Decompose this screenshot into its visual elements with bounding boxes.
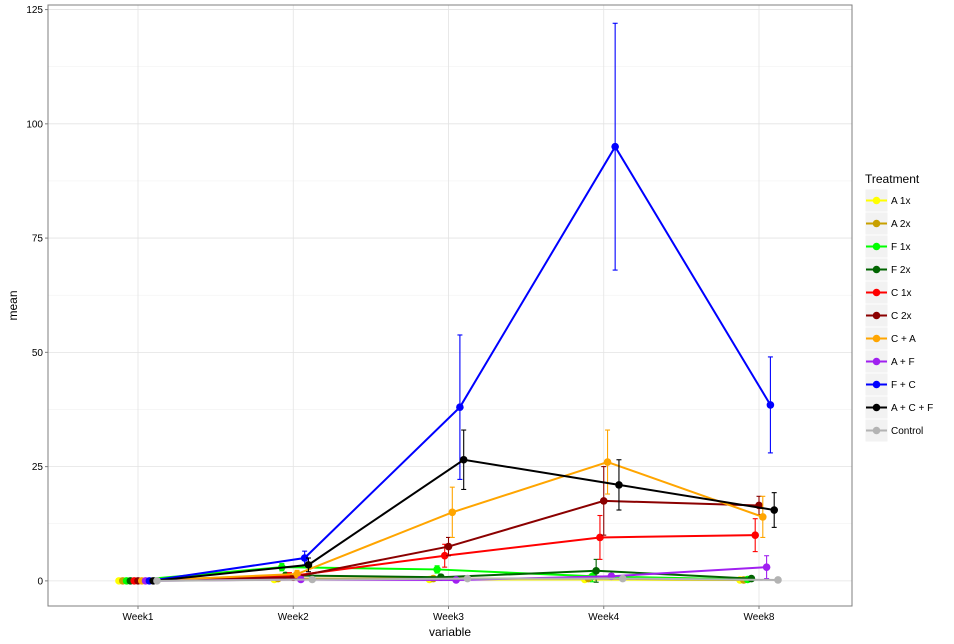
y-tick-label: 0: [37, 576, 43, 587]
legend-key-point: [872, 219, 881, 228]
data-point: [456, 403, 464, 411]
x-axis-ticks: Week1 Week2 Week3 Week4 Week8: [123, 606, 775, 623]
data-point: [603, 458, 612, 466]
y-tick-label: 75: [32, 234, 44, 245]
data-point: [308, 575, 317, 584]
x-tick-label: Week3: [433, 612, 464, 623]
legend-label: A 1x: [891, 196, 910, 207]
plot-panel-border: [47, 4, 853, 607]
legend-label: F 1x: [891, 242, 910, 253]
series-control: [153, 574, 782, 585]
data-point: [433, 565, 441, 574]
legend-item: A + F: [864, 349, 915, 374]
y-tick-label: 100: [26, 119, 43, 130]
data-point: [459, 455, 468, 464]
legend-item: F 1x: [864, 234, 910, 259]
data-point: [762, 563, 771, 571]
data-point: [759, 513, 767, 521]
legend: Treatment A 1x A 2x F 1x F 2x C 1x C 2x C + A A…: [864, 172, 933, 443]
legend-item: C 2x: [864, 303, 912, 328]
y-tick-label: 125: [26, 5, 43, 16]
legend-item: A 1x: [864, 188, 910, 213]
legend-label: F 2x: [891, 265, 910, 276]
legend-title: Treatment: [865, 172, 920, 186]
data-point: [448, 508, 457, 517]
legend-key-point: [872, 334, 881, 343]
x-tick-label: Week1: [123, 612, 154, 623]
x-tick-label: Week8: [744, 612, 775, 623]
data-point: [452, 576, 460, 584]
legend-item: Control: [864, 418, 923, 443]
legend-key-point: [872, 403, 881, 412]
legend-label: A + F: [891, 357, 915, 368]
y-axis-ticks: 0 25 50 75 100 125: [26, 5, 48, 587]
legend-key-point: [872, 311, 881, 320]
data-point: [766, 401, 775, 409]
x-tick-label: Week2: [278, 612, 309, 623]
legend-label: C 2x: [891, 311, 912, 322]
data-point: [592, 567, 600, 575]
data-point: [615, 481, 623, 489]
data-point: [444, 542, 453, 551]
legend-label: A 2x: [891, 219, 910, 230]
data-point: [300, 554, 309, 562]
data-point: [611, 142, 619, 151]
legend-key-point: [872, 426, 881, 435]
grid-major: [48, 5, 852, 606]
legend-key-point: [872, 196, 881, 205]
data-point: [463, 574, 472, 583]
legend-item: A 2x: [864, 211, 910, 236]
data-point: [440, 551, 449, 560]
legend-label: C + A: [891, 334, 916, 345]
legend-item: C + A: [864, 326, 916, 351]
legend-item: F + C: [864, 372, 916, 397]
series-a-c-f: [149, 429, 778, 585]
data-point: [293, 570, 301, 578]
series-c-a: [138, 429, 767, 585]
data-point: [304, 561, 313, 569]
x-tick-label: Week4: [588, 612, 619, 623]
data-point: [774, 576, 782, 584]
data-point: [747, 574, 756, 583]
data-point: [153, 577, 161, 585]
series-f-c: [145, 22, 775, 585]
data-point: [618, 574, 627, 583]
data-point: [599, 497, 608, 505]
series-layer: [115, 22, 782, 585]
y-tick-label: 25: [32, 462, 44, 473]
grid-minor: [48, 66, 852, 525]
series-c-2x: [134, 466, 763, 585]
legend-item: F 2x: [864, 257, 910, 282]
legend-item: A + C + F: [864, 395, 933, 420]
legend-label: Control: [891, 426, 923, 437]
x-axis-title: variable: [429, 625, 471, 639]
y-tick-label: 50: [32, 348, 44, 359]
legend-key-point: [872, 242, 881, 251]
legend-label: F + C: [891, 380, 916, 391]
legend-item: C 1x: [864, 280, 912, 305]
y-axis-title: mean: [6, 290, 20, 320]
data-point: [751, 531, 759, 539]
legend-key-point: [872, 380, 881, 389]
legend-key-point: [872, 288, 881, 297]
legend-key-point: [872, 357, 881, 366]
legend-label: A + C + F: [891, 403, 933, 414]
data-point: [770, 506, 778, 514]
legend-label: C 1x: [891, 288, 912, 299]
legend-key-point: [872, 265, 881, 274]
